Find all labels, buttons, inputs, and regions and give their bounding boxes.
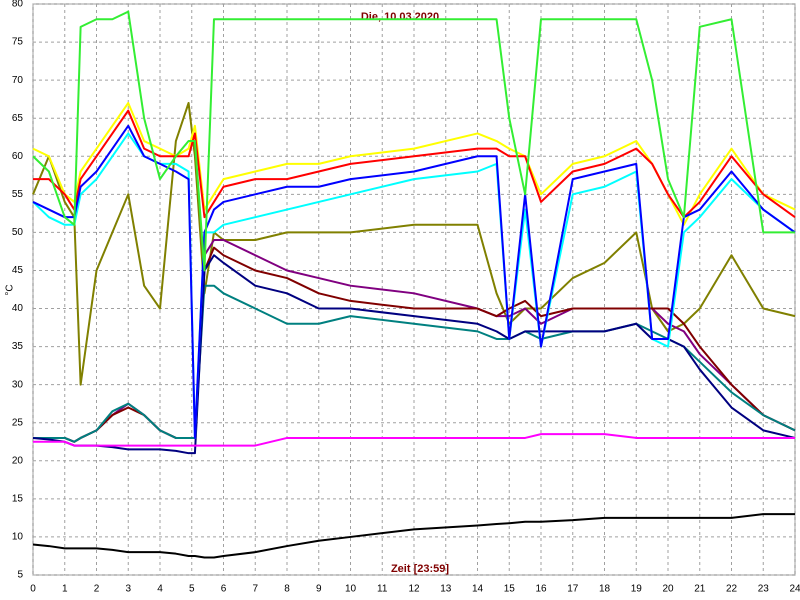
x-tick-label: 1 xyxy=(62,584,68,595)
x-tick-label: 20 xyxy=(662,584,674,595)
y-tick-label: 75 xyxy=(12,37,24,48)
y-tick-label: 35 xyxy=(12,341,24,352)
series-line xyxy=(33,284,796,443)
x-tick-label: 6 xyxy=(221,584,227,595)
x-tick-label: 8 xyxy=(284,584,290,595)
series-line xyxy=(33,433,795,447)
x-tick-label: 11 xyxy=(377,584,388,595)
y-tick-label: 55 xyxy=(12,189,24,200)
y-tick-label: 60 xyxy=(12,151,24,162)
x-tick-label: 7 xyxy=(252,584,258,595)
y-tick-label: 15 xyxy=(12,494,24,505)
series-line xyxy=(32,10,795,272)
series-line xyxy=(32,132,796,439)
series-line xyxy=(32,124,796,439)
x-tick-label: 15 xyxy=(504,584,516,595)
y-tick-label: 5 xyxy=(17,570,23,581)
x-tick-label: 18 xyxy=(599,584,611,595)
x-tick-label: 9 xyxy=(316,584,322,595)
x-tick-label: 24 xyxy=(789,584,800,595)
x-tick-label: 14 xyxy=(472,584,484,595)
y-tick-label: 80 xyxy=(12,0,24,10)
x-tick-label: 17 xyxy=(567,584,579,595)
y-tick-label: 45 xyxy=(12,265,24,276)
x-tick-label: 4 xyxy=(157,584,163,595)
chart-title: Die, 10.03.2020 xyxy=(361,11,439,23)
y-tick-label: 30 xyxy=(12,379,24,390)
x-tick-label: 5 xyxy=(189,584,195,595)
x-tick-label: 22 xyxy=(726,584,738,595)
y-tick-label: 50 xyxy=(12,227,24,238)
x-tick-label: 21 xyxy=(694,584,706,595)
x-tick-label: 0 xyxy=(30,584,36,595)
y-tick-label: 25 xyxy=(12,417,24,428)
y-axis-label: °C xyxy=(5,284,16,295)
x-tick-label: 12 xyxy=(408,584,420,595)
x-tick-label: 23 xyxy=(758,584,770,595)
x-tick-label: 19 xyxy=(631,584,643,595)
y-tick-label: 65 xyxy=(12,113,24,124)
y-tick-label: 10 xyxy=(12,532,24,543)
y-tick-label: 70 xyxy=(12,75,24,86)
series-line xyxy=(32,513,795,559)
y-tick-label: 40 xyxy=(12,303,24,314)
x-tick-label: 10 xyxy=(345,584,357,595)
series-line xyxy=(33,109,796,219)
x-tick-label: 2 xyxy=(94,584,100,595)
y-tick-label: 20 xyxy=(12,455,24,466)
x-tick-label: 3 xyxy=(125,584,131,595)
x-tick-label: 13 xyxy=(440,584,452,595)
x-tick-label: 16 xyxy=(535,584,547,595)
series-line xyxy=(33,246,796,443)
x-axis-label: Zeit [23:59] xyxy=(391,563,449,575)
